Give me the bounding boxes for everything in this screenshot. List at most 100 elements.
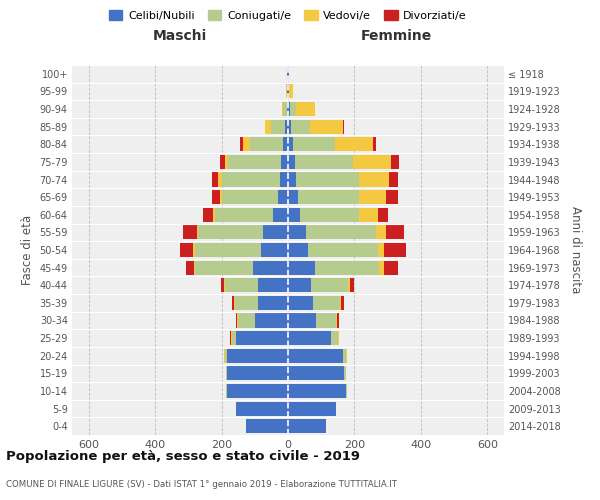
Bar [195,260,253,274]
Bar [287,102,288,116]
Bar [310,120,343,134]
Bar [359,172,389,186]
Bar [336,314,337,328]
Bar [295,155,353,169]
Bar [292,120,310,134]
Bar [288,84,289,98]
Bar [288,366,344,380]
Bar [193,243,195,257]
Bar [313,296,340,310]
Bar [290,102,296,116]
Bar [232,296,234,310]
Bar [273,208,288,222]
Bar [227,348,288,363]
Bar [386,226,404,239]
Bar [262,243,288,257]
Bar [232,331,236,345]
Bar [215,208,273,222]
Bar [306,226,376,239]
Bar [288,348,343,363]
Bar [197,226,198,239]
Bar [288,384,346,398]
Bar [348,278,350,292]
Bar [240,137,243,152]
Bar [359,208,378,222]
Bar [343,348,346,363]
Bar [314,260,379,274]
Bar [288,120,292,134]
Bar [288,226,306,239]
Bar [212,190,220,204]
Bar [258,278,288,292]
Bar [346,348,347,363]
Bar [288,155,295,169]
Bar [287,84,288,98]
Bar [180,243,193,257]
Bar [338,331,339,345]
Bar [213,208,215,222]
Y-axis label: Anni di nascita: Anni di nascita [569,206,582,294]
Bar [337,314,339,328]
Bar [281,102,283,116]
Bar [226,366,227,380]
Bar [340,296,341,310]
Bar [227,366,288,380]
Bar [221,278,224,292]
Bar [350,278,354,292]
Bar [389,172,398,186]
Bar [376,226,386,239]
Bar [221,172,280,186]
Bar [316,314,336,328]
Bar [250,137,283,152]
Bar [194,260,195,274]
Bar [288,190,298,204]
Bar [391,155,400,169]
Bar [283,137,288,152]
Bar [386,190,398,204]
Bar [198,226,263,239]
Bar [224,348,225,363]
Bar [258,296,288,310]
Bar [283,102,287,116]
Bar [212,172,218,186]
Bar [281,155,288,169]
Bar [331,331,338,345]
Bar [238,314,255,328]
Bar [288,278,311,292]
Bar [341,296,344,310]
Bar [299,208,359,222]
Bar [359,190,386,204]
Bar [293,137,335,152]
Bar [346,384,347,398]
Bar [236,314,238,328]
Bar [288,172,296,186]
Bar [234,296,235,310]
Bar [236,331,288,345]
Bar [344,366,346,380]
Bar [288,331,331,345]
Bar [385,243,406,257]
Bar [220,155,225,169]
Text: Popolazione per età, sesso e stato civile - 2019: Popolazione per età, sesso e stato civil… [6,450,360,463]
Bar [220,190,221,204]
Bar [289,84,293,98]
Text: Maschi: Maschi [153,28,207,42]
Bar [288,243,308,257]
Bar [335,137,373,152]
Bar [373,137,376,152]
Bar [343,120,344,134]
Bar [231,331,232,345]
Bar [236,402,288,415]
Bar [378,243,385,257]
Bar [296,172,359,186]
Bar [288,137,293,152]
Bar [296,102,314,116]
Bar [203,208,213,222]
Bar [271,120,284,134]
Bar [247,419,288,433]
Bar [255,314,288,328]
Bar [288,208,299,222]
Bar [226,384,227,398]
Bar [278,190,288,204]
Bar [218,172,221,186]
